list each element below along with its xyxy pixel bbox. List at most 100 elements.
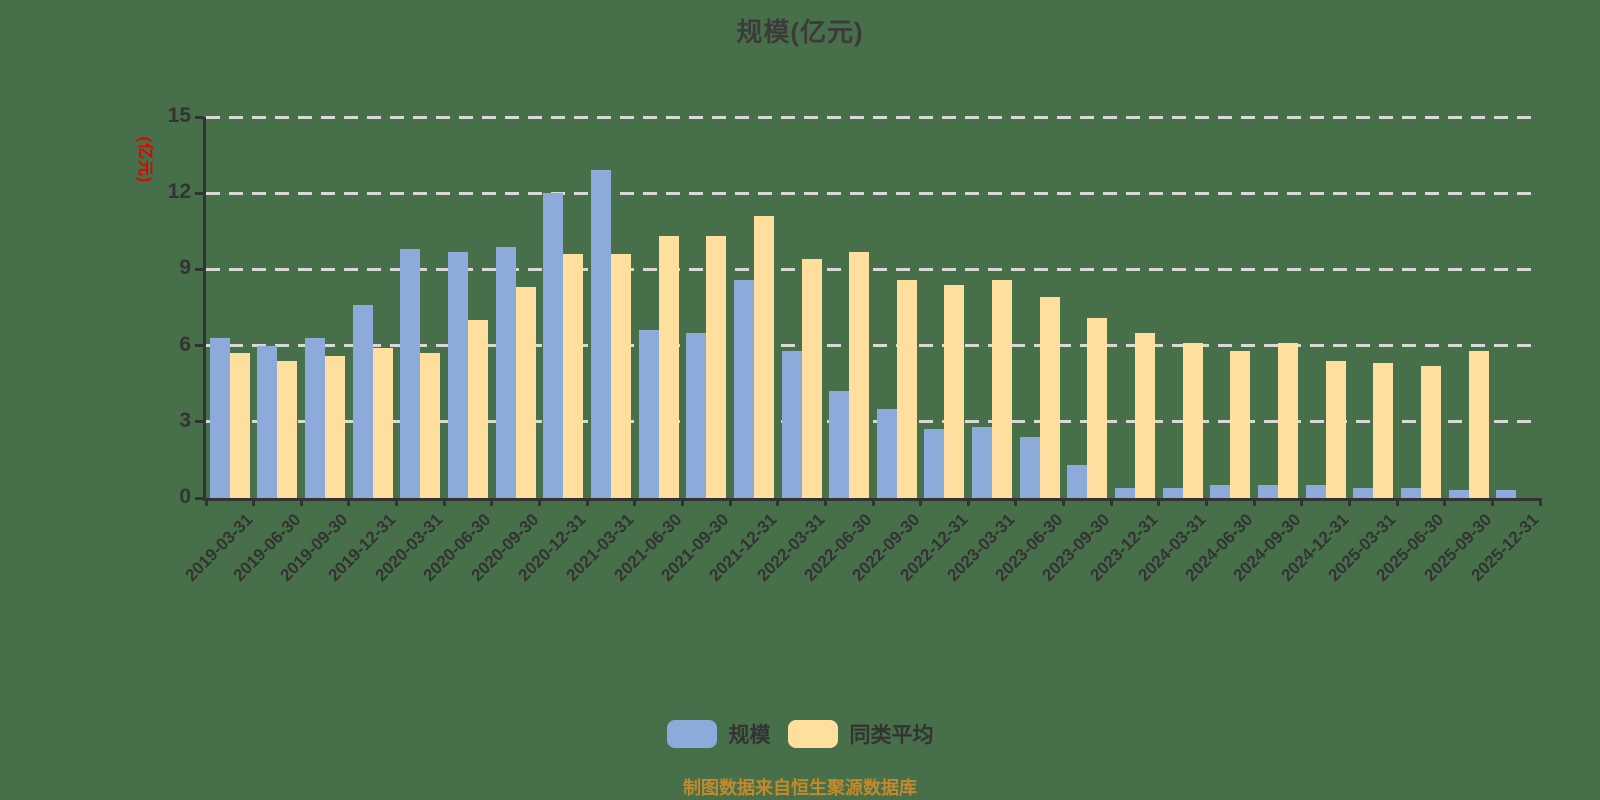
- bar-average-2023-12-31: [1135, 332, 1156, 498]
- y-axis-tick: [195, 344, 203, 348]
- gridline-y-15: [206, 115, 1540, 119]
- bar-scale-2024-06-30: [1210, 485, 1231, 498]
- legend-item-scale[interactable]: 规模: [666, 719, 771, 749]
- bar-average-2022-06-30: [849, 251, 870, 498]
- bar-scale-2019-03-31: [209, 337, 230, 498]
- bar-average-2022-03-31: [801, 259, 822, 498]
- x-axis-tick: [871, 498, 875, 506]
- bar-scale-2023-03-31: [972, 426, 993, 498]
- x-axis-tick: [680, 498, 684, 506]
- y-tick-label: 6: [179, 332, 191, 356]
- y-axis-tick: [195, 115, 203, 119]
- bar-scale-2023-12-31: [1115, 487, 1136, 498]
- bar-scale-2022-03-31: [781, 350, 802, 498]
- gridline-y-6: [206, 344, 1540, 348]
- bar-average-2025-03-31: [1373, 363, 1394, 498]
- y-tick-label: 12: [167, 180, 191, 204]
- bar-average-2021-09-30: [706, 236, 727, 498]
- bar-average-2020-03-31: [420, 353, 441, 498]
- bar-scale-2021-12-31: [733, 279, 754, 498]
- bar-average-2021-12-31: [753, 216, 774, 498]
- x-axis-tick: [1300, 498, 1304, 506]
- x-axis-tick: [585, 498, 589, 506]
- x-axis-tick: [347, 498, 351, 506]
- bar-scale-2025-03-31: [1353, 487, 1374, 498]
- bar-average-2019-03-31: [229, 353, 250, 498]
- legend: 规模 同类平均: [0, 719, 1600, 749]
- x-axis-tick: [1395, 498, 1399, 506]
- gridline-y-12: [206, 191, 1540, 195]
- x-axis-tick: [490, 498, 494, 506]
- x-axis-tick: [538, 498, 541, 506]
- bar-scale-2024-09-30: [1257, 485, 1278, 498]
- bar-average-2020-12-31: [563, 254, 584, 498]
- bar-average-2025-06-30: [1420, 365, 1441, 498]
- x-axis-tick: [1347, 498, 1351, 506]
- x-axis-tick: [776, 498, 780, 506]
- bar-scale-2024-12-31: [1305, 485, 1326, 498]
- bar-scale-2021-03-31: [590, 170, 611, 498]
- bar-scale-2023-06-30: [1019, 437, 1040, 498]
- y-tick-label: 9: [179, 256, 191, 280]
- legend-label-average: 同类平均: [849, 724, 934, 747]
- bar-average-2019-09-30: [325, 355, 346, 498]
- legend-label-scale: 规模: [728, 724, 771, 747]
- chart-title: 规模(亿元): [736, 17, 864, 47]
- bar-average-2024-03-31: [1182, 343, 1203, 498]
- x-axis-tick: [1014, 498, 1018, 506]
- bar-scale-2020-06-30: [448, 251, 469, 498]
- bar-scale-2020-03-31: [400, 249, 421, 498]
- y-tick-label: 0: [179, 485, 191, 508]
- bar-average-2022-09-30: [896, 279, 917, 498]
- bar-scale-2019-06-30: [257, 345, 278, 498]
- y-tick-label: 15: [167, 104, 191, 127]
- x-axis-tick: [1443, 498, 1447, 506]
- x-axis-tick: [395, 498, 399, 506]
- x-axis-tick: [204, 498, 208, 506]
- bar-average-2023-03-31: [992, 279, 1013, 498]
- x-axis-tick: [823, 498, 827, 506]
- plot-area: 0 3 6 9 12 15: [168, 104, 1542, 508]
- gridline-y-3: [206, 420, 1540, 424]
- bar-average-2021-06-30: [658, 236, 679, 498]
- y-axis-tick: [195, 420, 203, 424]
- bar-scale-2025-12-31: [1496, 490, 1517, 498]
- bar-scale-2019-12-31: [352, 304, 373, 498]
- legend-item-average[interactable]: 同类平均: [787, 719, 934, 749]
- y-axis-tick: [195, 191, 203, 195]
- legend-swatch-average: [787, 720, 838, 748]
- bar-scale-2020-12-31: [543, 193, 564, 498]
- x-axis-tick: [1062, 498, 1066, 506]
- x-axis-tick: [966, 498, 970, 506]
- y-axis-tick: [195, 267, 203, 271]
- x-axis-tick: [1252, 498, 1256, 506]
- x-axis-tick: [919, 498, 923, 506]
- bar-average-2019-06-30: [277, 360, 298, 498]
- bar-average-2022-12-31: [944, 284, 965, 498]
- bar-scale-2019-09-30: [305, 337, 326, 498]
- x-axis-tick: [252, 498, 256, 506]
- x-axis-tick: [728, 498, 732, 506]
- bar-scale-2021-09-30: [686, 332, 707, 498]
- bar-average-2020-09-30: [515, 287, 536, 498]
- bar-average-2019-12-31: [372, 348, 393, 498]
- bar-scale-2022-09-30: [876, 409, 897, 498]
- x-axis-tick: [1538, 498, 1542, 506]
- bar-scale-2023-09-30: [1067, 464, 1088, 498]
- x-axis-tick: [442, 498, 446, 506]
- bar-scale-2024-03-31: [1162, 487, 1183, 498]
- legend-swatch-scale: [666, 720, 717, 748]
- x-axis-tick: [1490, 498, 1494, 506]
- bar-average-2024-06-30: [1230, 350, 1251, 498]
- data-source-note: 制图数据来自恒生聚源数据库: [683, 778, 917, 798]
- bar-scale-2021-06-30: [638, 330, 659, 498]
- bar-scale-2025-09-30: [1448, 490, 1469, 498]
- bar-average-2023-06-30: [1039, 297, 1060, 498]
- bar-scale-2022-06-30: [829, 391, 850, 498]
- bar-scale-2022-12-31: [924, 429, 945, 498]
- x-axis-tick: [299, 498, 303, 506]
- bar-scale-2025-06-30: [1400, 487, 1421, 498]
- bar-average-2024-12-31: [1325, 360, 1346, 498]
- x-axis-tick: [1157, 498, 1161, 506]
- bar-average-2025-09-30: [1468, 350, 1489, 498]
